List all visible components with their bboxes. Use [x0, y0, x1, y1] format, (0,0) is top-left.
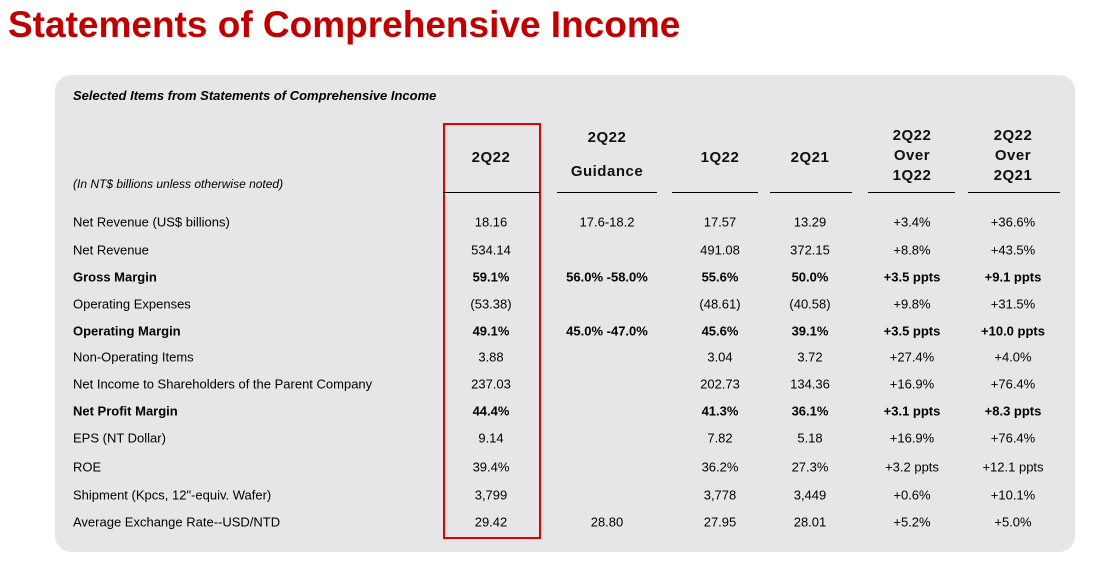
table-cell: +3.2 ppts	[885, 459, 939, 475]
row-label: EPS (NT Dollar)	[73, 430, 166, 446]
table-cell: 29.42	[474, 514, 508, 530]
row-label: Operating Expenses	[73, 296, 191, 312]
table-cell: 17.6-18.2	[579, 214, 635, 230]
highlight-box	[443, 123, 541, 539]
table-cell: 134.36	[790, 376, 830, 392]
header-underline	[443, 192, 540, 193]
table-cell: 45.0% -47.0%	[566, 323, 648, 339]
table-cell: +31.5%	[990, 296, 1036, 312]
row-label: Non-Operating Items	[73, 349, 194, 365]
table-cell: +27.4%	[889, 349, 935, 365]
table-cell: 28.80	[590, 514, 624, 530]
table-cell: (53.38)	[470, 296, 512, 312]
column-header: 2Q22	[587, 129, 627, 146]
header-underline	[672, 192, 758, 193]
table-cell: 50.0%	[791, 269, 829, 285]
table-cell: 9.14	[478, 430, 504, 446]
table-cell: 59.1%	[472, 269, 510, 285]
row-label: ROE	[73, 459, 102, 475]
table-cell: 3,449	[793, 487, 827, 503]
table-cell: 3.88	[478, 349, 504, 365]
table-cell: 39.4%	[472, 459, 510, 475]
table-cell: +16.9%	[889, 430, 935, 446]
row-label: Net Profit Margin	[73, 403, 178, 419]
table-cell: +0.6%	[893, 487, 931, 503]
row-label: Shipment (Kpcs, 12"-equiv. Wafer)	[73, 487, 272, 503]
header-underline	[557, 192, 657, 193]
table-cell: 3.72	[797, 349, 823, 365]
row-label: Gross Margin	[73, 269, 157, 285]
column-header: 2Q21	[790, 149, 830, 166]
table-cell: +10.0 ppts	[981, 323, 1045, 339]
column-header: 2Q21	[993, 167, 1033, 184]
header-underline	[868, 192, 955, 193]
column-header: Over	[893, 147, 931, 164]
table-cell: 44.4%	[472, 403, 510, 419]
table-cell: 41.3%	[701, 403, 739, 419]
table-cell: 18.16	[474, 214, 508, 230]
table-cell: 56.0% -58.0%	[566, 269, 648, 285]
row-label: Net Revenue	[73, 242, 149, 258]
table-cell: 17.57	[703, 214, 737, 230]
table-cell: 36.1%	[791, 403, 829, 419]
slide-title: Statements of Comprehensive Income	[8, 4, 681, 45]
header-underline	[968, 192, 1060, 193]
table-cell: 491.08	[700, 242, 740, 258]
table-cell: +76.4%	[990, 430, 1036, 446]
column-header: Guidance	[570, 163, 644, 180]
row-label: Net Revenue (US$ billions)	[73, 214, 230, 230]
table-caption: Selected Items from Statements of Compre…	[73, 88, 437, 103]
table-panel	[55, 75, 1075, 552]
table-cell: +3.4%	[893, 214, 931, 230]
table-cell: 13.29	[793, 214, 827, 230]
table-cell: +9.1 ppts	[984, 269, 1042, 285]
table-cell: 45.6%	[701, 323, 739, 339]
table-cell: +5.0%	[994, 514, 1032, 530]
row-label: Net Income to Shareholders of the Parent…	[73, 376, 373, 392]
row-label: Average Exchange Rate--USD/NTD	[73, 514, 281, 530]
table-cell: 534.14	[471, 242, 511, 258]
table-cell: 36.2%	[701, 459, 739, 475]
table-cell: +12.1 ppts	[982, 459, 1044, 475]
table-cell: +16.9%	[889, 376, 935, 392]
table-cell: +3.5 ppts	[883, 323, 941, 339]
table-cell: +5.2%	[893, 514, 931, 530]
table-cell: 28.01	[793, 514, 827, 530]
table-cell: (40.58)	[789, 296, 831, 312]
table-cell: +8.8%	[893, 242, 931, 258]
table-cell: +3.5 ppts	[883, 269, 941, 285]
table-cell: +76.4%	[990, 376, 1036, 392]
table-cell: 55.6%	[701, 269, 739, 285]
column-header: 2Q22	[993, 127, 1033, 144]
table-cell: +10.1%	[990, 487, 1036, 503]
table-note: (In NT$ billions unless otherwise noted)	[73, 177, 284, 191]
column-header: 1Q22	[700, 149, 740, 166]
table-cell: +4.0%	[994, 349, 1032, 365]
column-header: 2Q22	[892, 127, 932, 144]
table-cell: 27.95	[703, 514, 737, 530]
table-cell: +43.5%	[990, 242, 1036, 258]
table-cell: +9.8%	[893, 296, 931, 312]
table-cell: 3,799	[474, 487, 508, 503]
table-cell: 202.73	[700, 376, 740, 392]
column-header: 2Q22	[471, 149, 511, 166]
header-underline	[770, 192, 852, 193]
table-cell: 7.82	[707, 430, 733, 446]
table-cell: (48.61)	[699, 296, 741, 312]
table-cell: 27.3%	[791, 459, 829, 475]
table-cell: 3,778	[703, 487, 737, 503]
table-cell: 237.03	[471, 376, 511, 392]
table-cell: 39.1%	[791, 323, 829, 339]
table-cell: +36.6%	[990, 214, 1036, 230]
column-header: Over	[994, 147, 1032, 164]
table-cell: 5.18	[797, 430, 823, 446]
table-cell: 3.04	[707, 349, 733, 365]
column-header: 1Q22	[892, 167, 932, 184]
table-cell: +8.3 ppts	[984, 403, 1042, 419]
table-cell: 372.15	[790, 242, 830, 258]
table-cell: 49.1%	[472, 323, 510, 339]
row-label: Operating Margin	[73, 323, 181, 339]
table-cell: +3.1 ppts	[883, 403, 941, 419]
